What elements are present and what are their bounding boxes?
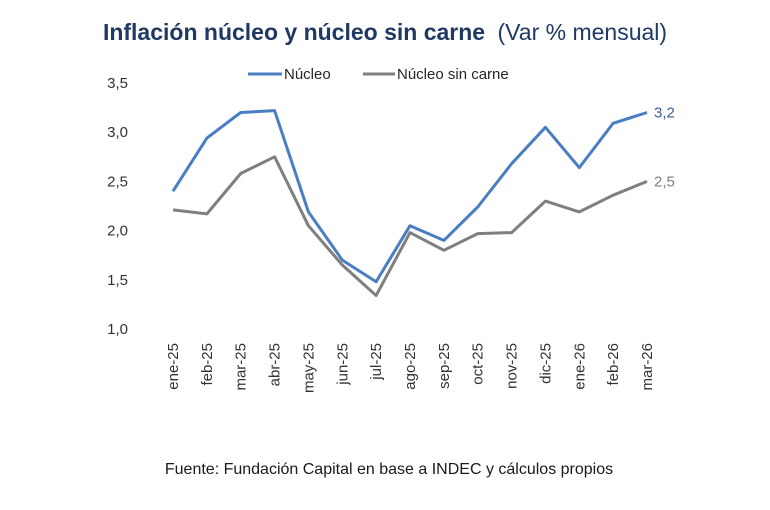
end-label-nucleo: 3,2	[654, 105, 675, 122]
x-tick-label: mar-26	[639, 343, 656, 391]
x-tick-label: may-25	[300, 343, 317, 393]
x-tick-label: mar-25	[233, 343, 250, 391]
x-tick-label: jun-25	[334, 343, 351, 386]
x-tick-label: ene-25	[165, 343, 182, 390]
y-tick-label: 3,0	[107, 124, 128, 141]
end-labels: 3,2 2,5	[654, 105, 675, 191]
x-tick-label: oct-25	[470, 343, 487, 385]
chart-title-main: Inflación núcleo y núcleo sin carne	[103, 19, 485, 45]
x-tick-label: nov-25	[504, 343, 521, 389]
x-axis: ene-25 feb-25 mar-25 abr-25 may-25 jun-25 jul-…	[165, 343, 656, 393]
legend-label-nucleo-sin-carne: Núcleo sin carne	[397, 66, 509, 83]
x-tick-label: abr-25	[267, 343, 284, 386]
source-note: Fuente: Fundación Capital en base a INDE…	[165, 461, 613, 478]
y-tick-label: 1,5	[107, 272, 128, 289]
y-tick-label: 2,5	[107, 173, 128, 190]
x-tick-label: jul-25	[368, 343, 385, 381]
x-tick-label: ene-26	[571, 343, 588, 390]
series-group	[171, 109, 648, 297]
x-tick-label: feb-26	[605, 343, 622, 386]
y-tick-label: 2,0	[107, 223, 128, 240]
x-tick-label: dic-25	[537, 343, 554, 384]
chart-subtitle: (Var % mensual)	[497, 19, 667, 45]
y-axis: 1,0 1,5 2,0 2,5 3,0 3,5	[107, 75, 128, 338]
chart-title: Inflación núcleo y núcleo sin carne (Var…	[103, 19, 667, 45]
y-tick-label: 3,5	[107, 75, 128, 92]
x-tick-label: ago-25	[402, 343, 419, 390]
legend-label-nucleo: Núcleo	[284, 66, 331, 83]
legend: Núcleo Núcleo sin carne	[248, 66, 509, 83]
series-line-nucleo	[171, 109, 648, 284]
x-tick-label: feb-25	[199, 343, 216, 386]
x-tick-label: sep-25	[436, 343, 453, 389]
y-tick-label: 1,0	[107, 321, 128, 338]
end-label-nucleo-sin-carne: 2,5	[654, 173, 675, 190]
